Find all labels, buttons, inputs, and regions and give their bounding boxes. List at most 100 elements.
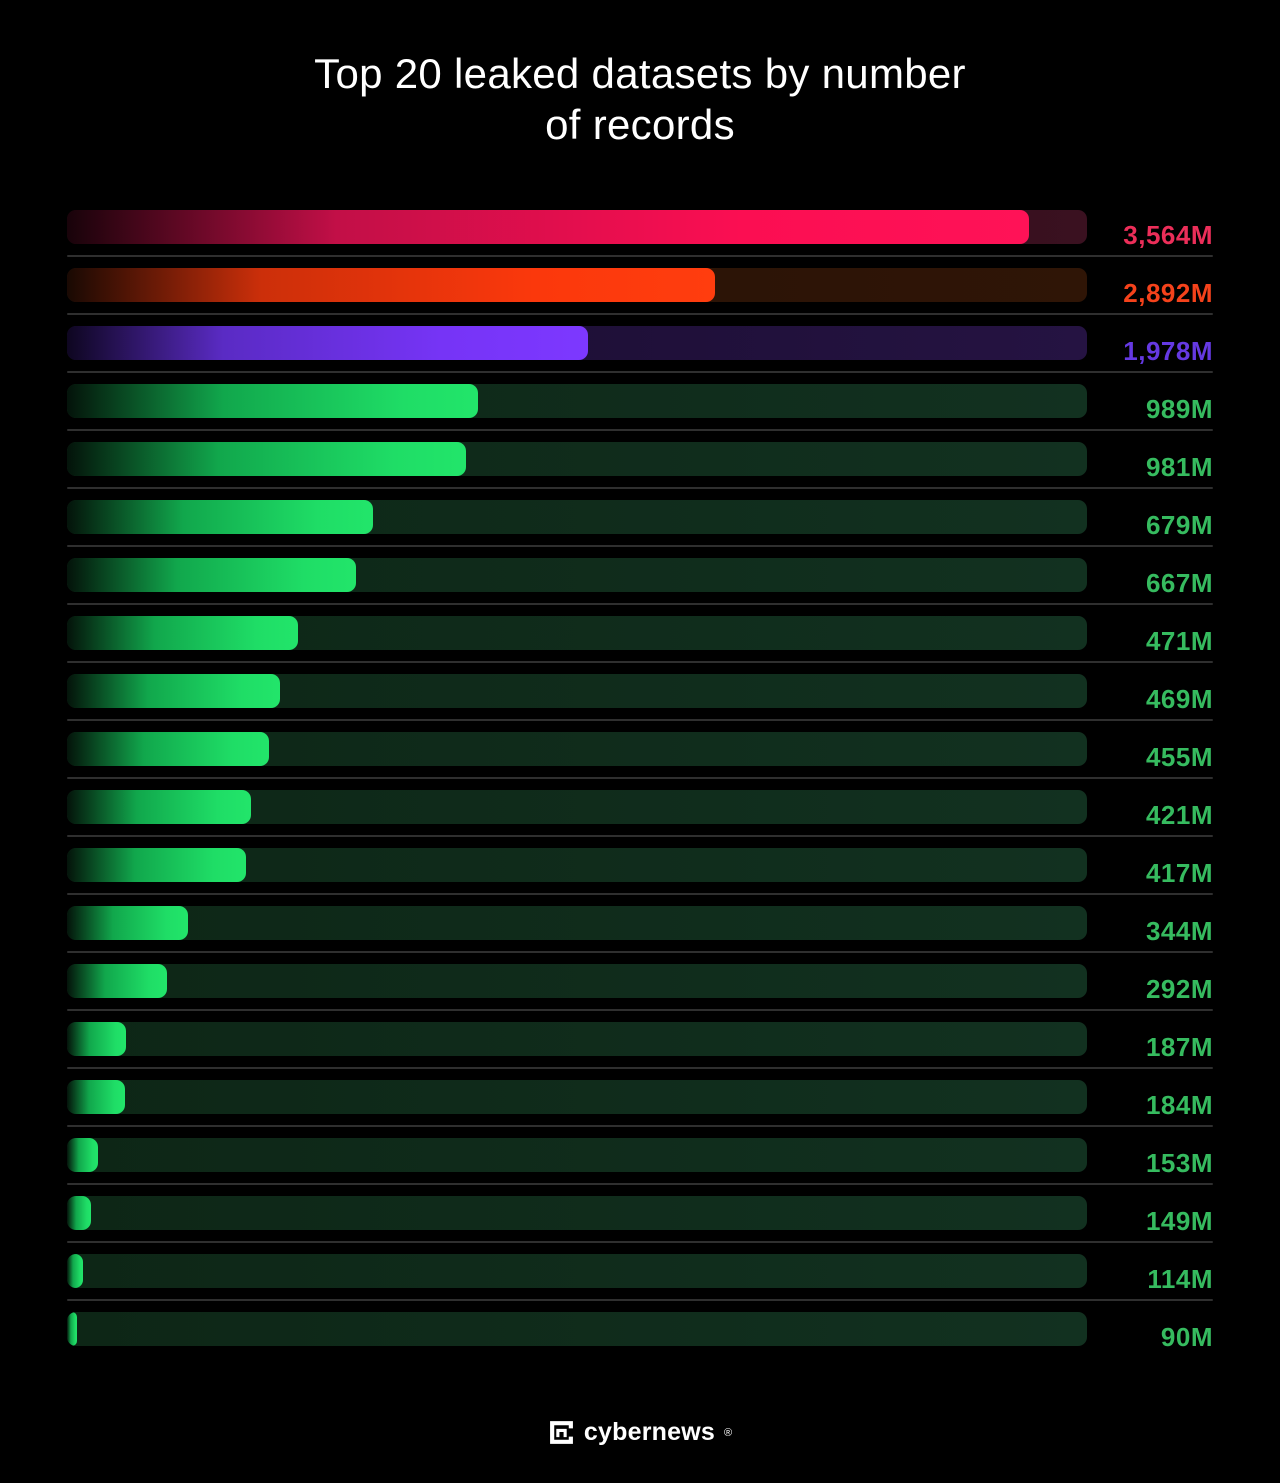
row-separator [67, 835, 1213, 838]
bar-row: 90M [67, 1312, 1213, 1352]
bar-fill [67, 848, 246, 883]
bar-fill [67, 1312, 78, 1347]
registered-trademark-symbol: ® [723, 1427, 733, 1440]
row-separator [67, 545, 1213, 548]
bar-row: 292M [67, 964, 1213, 1004]
bar-fill [67, 326, 589, 361]
bar-fill [67, 674, 281, 709]
row-separator [67, 603, 1213, 606]
bar-track [67, 616, 1087, 651]
row-separator [67, 661, 1213, 664]
bar-fill [67, 384, 479, 419]
bar-track [67, 1022, 1087, 1057]
bar-fill [67, 1080, 126, 1115]
bar-value-label: 981M [1145, 451, 1213, 482]
row-separator [67, 1241, 1213, 1244]
bar-fill [67, 906, 189, 941]
row-separator [67, 255, 1213, 258]
bar-fill [67, 1022, 127, 1057]
bar-track [67, 326, 1087, 361]
chart-title: Top 20 leaked datasets by number of reco… [0, 0, 1280, 150]
bar-track [67, 1080, 1087, 1115]
bar-chart: 3,564M 2,892M 1,978M 989M 981M 679M [67, 210, 1213, 1352]
bar-track [67, 848, 1087, 883]
brand-name: cybernews [583, 1418, 715, 1447]
row-separator [67, 313, 1213, 316]
bar-track [67, 964, 1087, 999]
bar-row: 471M [67, 616, 1213, 656]
row-separator [67, 719, 1213, 722]
bar-row: 2,892M [67, 268, 1213, 308]
bar-fill [67, 558, 356, 593]
bar-track [67, 1254, 1087, 1289]
bar-row: 989M [67, 384, 1213, 424]
bar-value-label: 679M [1145, 509, 1213, 540]
bar-track [67, 732, 1087, 767]
bar-row: 3,564M [67, 210, 1213, 250]
bar-value-label: 292M [1145, 973, 1213, 1004]
bar-value-label: 3,564M [1123, 219, 1213, 250]
bar-track [67, 1196, 1087, 1231]
bar-fill [67, 1254, 84, 1289]
bar-track [67, 268, 1087, 303]
bar-row: 469M [67, 674, 1213, 714]
cybernews-logo-icon [548, 1419, 575, 1446]
bar-value-label: 187M [1145, 1031, 1213, 1062]
row-separator [67, 951, 1213, 954]
bar-value-label: 667M [1145, 567, 1213, 598]
bar-fill [67, 1196, 92, 1231]
row-separator [67, 1009, 1213, 1012]
bar-value-label: 2,892M [1123, 277, 1213, 308]
bar-track [67, 1138, 1087, 1173]
bar-value-label: 114M [1147, 1263, 1213, 1294]
row-separator [67, 1067, 1213, 1070]
row-separator [67, 777, 1213, 780]
row-separator [67, 1183, 1213, 1186]
bar-value-label: 469M [1145, 683, 1213, 714]
bar-track [67, 442, 1087, 477]
bar-row: 187M [67, 1022, 1213, 1062]
bar-row: 679M [67, 500, 1213, 540]
bar-track [67, 210, 1087, 245]
bar-fill [67, 964, 167, 999]
row-separator [67, 1125, 1213, 1128]
bar-row: 421M [67, 790, 1213, 830]
bar-value-label: 153M [1145, 1147, 1213, 1178]
row-separator [67, 429, 1213, 432]
bar-value-label: 90M [1160, 1321, 1213, 1352]
bar-row: 184M [67, 1080, 1213, 1120]
bar-track [67, 384, 1087, 419]
bar-track [67, 1312, 1087, 1347]
footer-brand: cybernews ® [0, 1418, 1280, 1447]
chart-title-line-1: Top 20 leaked datasets by number [314, 50, 966, 97]
bar-value-label: 1,978M [1123, 335, 1213, 366]
bar-value-label: 455M [1145, 741, 1213, 772]
bar-fill [67, 442, 466, 477]
chart-title-line-2: of records [545, 101, 735, 149]
bar-track [67, 906, 1087, 941]
bar-fill [67, 268, 715, 303]
bar-fill [67, 616, 298, 651]
bar-fill [67, 1138, 98, 1173]
bar-fill [67, 210, 1029, 245]
bar-row: 417M [67, 848, 1213, 888]
bar-value-label: 149M [1145, 1205, 1213, 1236]
bar-row: 455M [67, 732, 1213, 772]
bar-row: 153M [67, 1138, 1213, 1178]
bar-value-label: 421M [1145, 799, 1213, 830]
bar-track [67, 674, 1087, 709]
bar-row: 1,978M [67, 326, 1213, 366]
bar-track [67, 558, 1087, 593]
bar-value-label: 417M [1145, 857, 1213, 888]
bar-value-label: 344M [1145, 915, 1213, 946]
bar-track [67, 790, 1087, 825]
bar-value-label: 184M [1145, 1089, 1213, 1120]
bar-row: 114M [67, 1254, 1213, 1294]
bar-value-label: 989M [1145, 393, 1213, 424]
row-separator [67, 487, 1213, 490]
bar-track [67, 500, 1087, 535]
bar-row: 149M [67, 1196, 1213, 1236]
row-separator [67, 371, 1213, 374]
bar-row: 667M [67, 558, 1213, 598]
